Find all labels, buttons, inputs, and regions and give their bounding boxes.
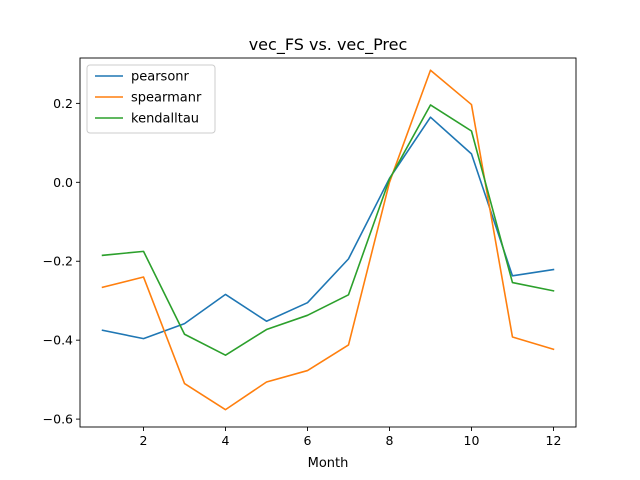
legend: pearsonr spearmanr kendalltau (86, 64, 216, 134)
legend-box (86, 64, 216, 134)
legend-label-spearmanr: spearmanr (131, 91, 202, 106)
y-tick-label: 0.2 (53, 96, 73, 111)
series-line-pearsonr (101, 116, 555, 340)
legend-label-kendalltau: kendalltau (131, 112, 199, 127)
x-tick-label: 12 (546, 433, 562, 448)
y-tick-label: 0.0 (53, 175, 73, 190)
x-tick-label: 6 (304, 433, 312, 448)
y-tick-label: −0.4 (43, 333, 73, 348)
x-tick-label: 4 (222, 433, 230, 448)
series-line-spearmanr (101, 69, 555, 411)
x-tick-label: 10 (464, 433, 480, 448)
y-tick-label: −0.6 (43, 412, 73, 427)
plot-frame (79, 57, 577, 428)
x-tick-label: 8 (386, 433, 394, 448)
x-axis-label: Month (308, 456, 349, 471)
plot-area: 2 4 6 8 10 12 −0.6 −0.4 −0.2 0.0 0.2 (43, 57, 577, 448)
x-tick-label: 2 (140, 433, 148, 448)
series-line-kendalltau (101, 104, 555, 356)
chart-title: vec_FS vs. vec_Prec (249, 35, 408, 55)
y-tick-label: −0.2 (43, 254, 73, 269)
legend-label-pearsonr: pearsonr (131, 70, 190, 85)
